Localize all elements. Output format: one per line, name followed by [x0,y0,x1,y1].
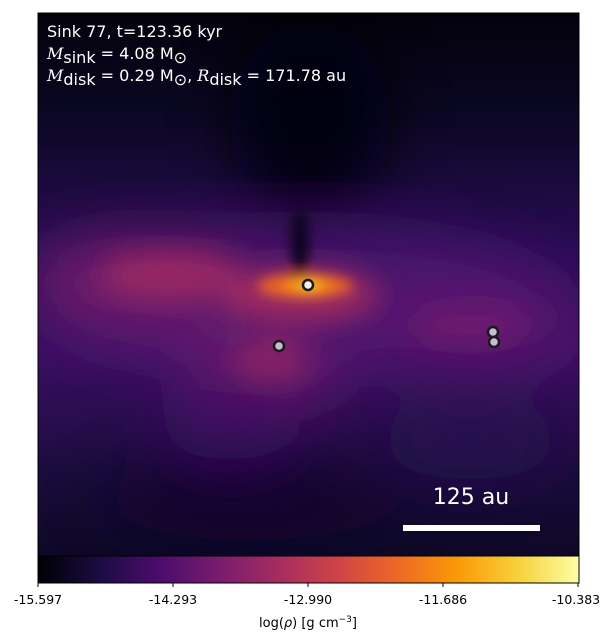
scale-bar-line [403,525,540,531]
colorbar: -15.597 -14.293 -12.990 -11.686 -10.383 … [14,555,600,631]
info-line-disk: Mdisk = 0.29 M⊙, Rdisk = 171.78 au [46,66,346,89]
sink-companion-b [486,325,500,339]
sink-companion-a [272,339,286,353]
colorbar-tick-label: -14.293 [149,592,197,607]
scale-bar: 125 au [403,485,540,531]
scale-bar-label: 125 au [433,485,509,510]
density-map [38,13,579,556]
info-line-mass: Msink = 4.08 M⊙ [46,44,187,67]
colorbar-axis-label: log(ρ) [g cm−3] [259,615,357,631]
colorbar-gradient [37,555,580,584]
colorbar-tick-label: -12.990 [284,592,332,607]
sink-companion-c [487,335,501,349]
colorbar-tick-label: -15.597 [14,592,62,607]
sink-primary [301,278,315,292]
colorbar-ticks [37,583,579,587]
sink-markers [272,278,501,353]
colorbar-tick-label: -11.686 [419,592,467,607]
info-line-sink: Sink 77, t=123.36 kyr [47,22,223,41]
colorbar-tick-label: -10.383 [552,592,600,607]
